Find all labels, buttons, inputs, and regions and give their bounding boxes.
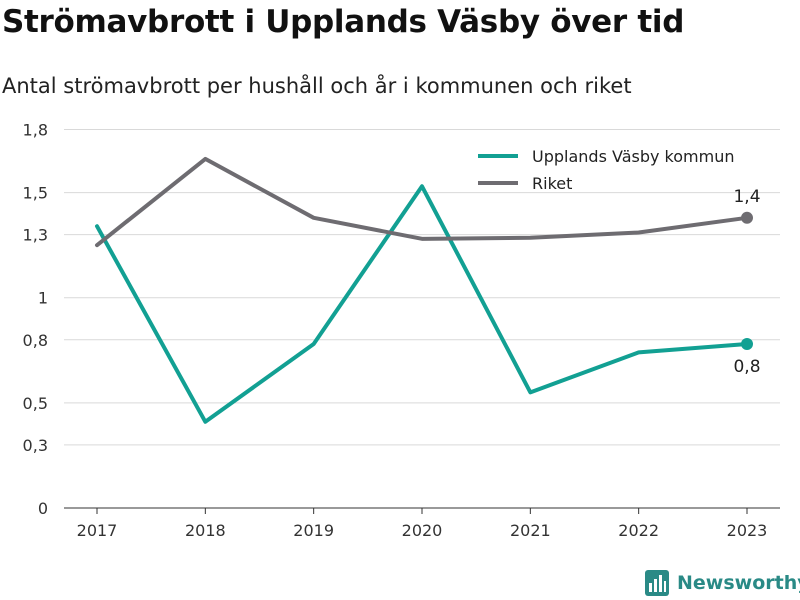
- chart-subtitle: Antal strömavbrott per hushåll och år i …: [2, 74, 632, 98]
- newsworthy-logo-icon: [645, 570, 669, 596]
- x-tick-label: 2018: [185, 521, 226, 540]
- chart-title: Strömavbrott i Upplands Väsby över tid: [2, 4, 685, 40]
- y-tick-label: 0,3: [23, 436, 48, 455]
- y-tick-label: 0,5: [23, 394, 48, 413]
- series-lines: [95, 156, 753, 424]
- gridlines: [64, 128, 780, 446]
- y-tick-label: 1,5: [23, 184, 48, 203]
- x-tick-label: 2021: [510, 521, 551, 540]
- brand-name: Newsworthy: [677, 572, 800, 594]
- series-end-marker: [741, 211, 753, 224]
- x-tick-label: 2017: [77, 521, 118, 540]
- series-end-marker: [741, 337, 753, 350]
- axes: 0 0,3 0,5 0,8 1 1,3 1,5 1,8 2017 2018 2019 2020 2021…: [23, 120, 780, 540]
- x-tick-label: 2023: [727, 521, 768, 540]
- data-label: 0,8: [733, 357, 760, 377]
- x-tick-label: 2020: [402, 521, 443, 540]
- series-line-1: [95, 184, 749, 424]
- legend-label: Riket: [532, 174, 572, 193]
- series-line-2: [95, 156, 749, 248]
- x-tick-label: 2022: [618, 521, 659, 540]
- y-tick-label: 1,8: [23, 120, 48, 139]
- legend: Upplands Väsby kommun Riket: [478, 147, 734, 193]
- brand-logo[interactable]: Newsworthy: [645, 568, 800, 598]
- x-tick-label: 2019: [293, 521, 334, 540]
- data-labels: 0,8 1,4: [733, 187, 760, 377]
- legend-label: Upplands Väsby kommun: [532, 147, 734, 166]
- y-tick-label: 0: [38, 499, 48, 518]
- y-tick-label: 1: [38, 289, 48, 308]
- y-tick-label: 1,3: [23, 226, 48, 245]
- y-tick-label: 0,8: [23, 331, 48, 350]
- data-label: 1,4: [733, 187, 760, 207]
